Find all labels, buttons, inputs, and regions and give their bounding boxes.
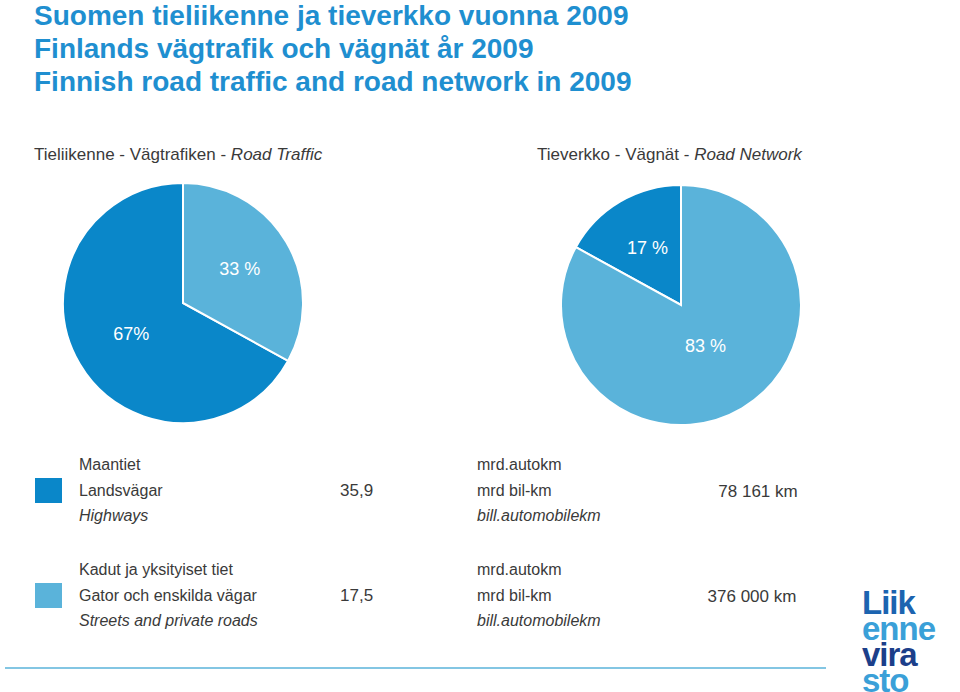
data-label: 33 % <box>219 259 260 279</box>
rule <box>5 667 826 669</box>
pie-title-part: Road Traffic <box>231 145 323 164</box>
unit: bill.automobilekm <box>477 612 601 629</box>
legend-name: Highways <box>79 507 148 524</box>
data-label: 17 % <box>627 238 668 258</box>
data-label: 83 % <box>685 336 726 356</box>
pie <box>561 185 801 425</box>
pie <box>63 183 303 423</box>
unit: mrd bil-km <box>477 482 552 499</box>
pie-slice <box>183 183 303 361</box>
traffic-value: 35,9 <box>340 481 373 500</box>
legend-name: Kadut ja yksityiset tiet <box>79 561 233 578</box>
unit: bill.automobilekm <box>477 507 601 524</box>
pie-title: Tieliikenne - Vägtrafiken - Road Traffic <box>34 145 323 164</box>
unit: mrd bil-km <box>477 587 552 604</box>
pie-title-part: Road Network <box>694 145 803 164</box>
data-label: 67% <box>113 324 149 344</box>
pie-title-part: Tieliikenne - Vägtrafiken - <box>34 145 231 164</box>
pie-slice <box>561 185 801 425</box>
logo: sto <box>862 662 909 692</box>
legend-swatch <box>35 583 62 608</box>
main-title: Suomen tieliikenne ja tieverkko vuonna 2… <box>34 0 628 31</box>
legend-name: Maantiet <box>79 456 141 473</box>
pie-title-part: Tieverkko - Vägnät - <box>537 145 694 164</box>
main-title: Finnish road traffic and road network in… <box>34 66 631 97</box>
unit: mrd.autokm <box>477 561 561 578</box>
unit: mrd.autokm <box>477 456 561 473</box>
network-length: 78 161 km <box>718 482 797 501</box>
legend-name: Streets and private roads <box>79 612 258 629</box>
traffic-value: 17,5 <box>340 586 373 605</box>
legend-name: Gator och enskilda vägar <box>79 587 258 604</box>
legend-swatch <box>35 478 62 503</box>
main-title: Finlands vägtrafik och vägnät år 2009 <box>34 33 534 64</box>
legend-name: Landsvägar <box>79 482 163 499</box>
network-length: 376 000 km <box>708 587 797 606</box>
canvas: Suomen tieliikenne ja tieverkko vuonna 2… <box>0 0 960 692</box>
pie-title: Tieverkko - Vägnät - Road Network <box>537 145 803 164</box>
